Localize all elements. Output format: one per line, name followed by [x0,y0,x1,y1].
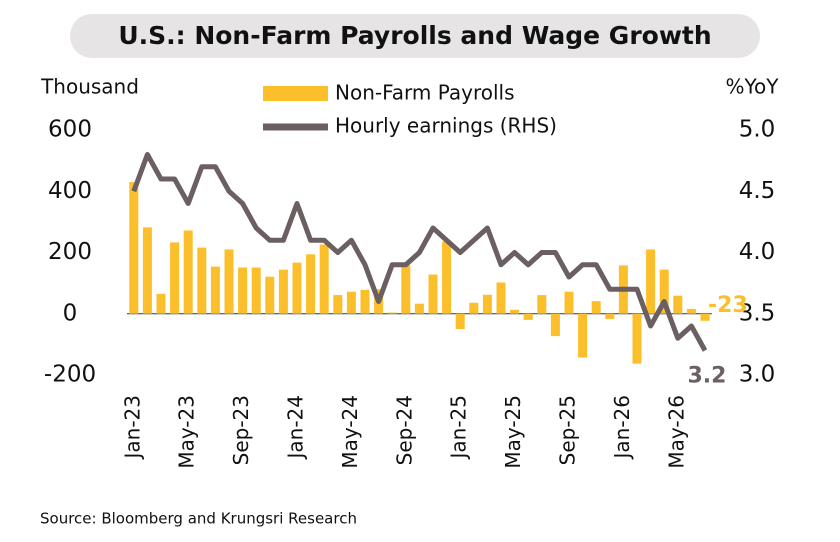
bar [442,241,452,314]
x-tick-label: May-26 [664,395,688,469]
bar [550,313,560,337]
bar [510,309,520,314]
bar [210,266,220,314]
bar [170,242,180,314]
y2-tick-label: 4.0 [739,239,776,265]
bar [333,295,343,314]
bar [646,249,656,314]
bar [591,301,601,314]
y-tick-label: 200 [48,239,92,265]
x-tick-label: Jan-25 [447,395,471,461]
bar [605,313,615,319]
bar [686,308,696,314]
bar [700,313,710,321]
bar [319,244,329,314]
bar [537,295,547,314]
y-tick-label: 400 [48,178,92,204]
y-tick-label: 0 [63,300,78,326]
bar [129,182,139,314]
bar [251,267,261,314]
bar [265,276,275,314]
bar [278,269,288,314]
chart-title: U.S.: Non-Farm Payrolls and Wage Growth [118,21,711,50]
bar [578,313,588,358]
bar [496,282,506,314]
y2-tick-label: 4.5 [739,178,776,204]
data-label: 3.2 [688,364,727,389]
y2-tick-label: 5.0 [739,117,776,143]
y2-tick-label: 3.0 [739,362,776,388]
bar [673,295,683,314]
bar [455,313,465,330]
bar [360,289,370,314]
bar [659,269,669,314]
bar [238,267,248,314]
bar [142,227,152,314]
line [131,152,708,352]
legend-swatch [263,86,328,101]
data-label: -23 [708,293,748,318]
x-tick-label: May-25 [501,395,525,469]
bar [401,265,411,314]
bar [292,262,302,314]
bar [428,274,438,314]
bar [387,312,397,314]
source-note: Source: Bloomberg and Krungsri Research [40,510,357,528]
x-tick-label: May-24 [338,395,362,469]
bar [183,230,193,314]
bar [414,303,424,314]
x-tick-label: Sep-25 [556,395,580,465]
bar [197,247,207,314]
x-tick-label: Sep-23 [229,395,253,465]
bar [482,294,492,314]
bar [306,254,316,314]
bar [224,249,234,314]
x-tick-label: May-23 [175,395,199,469]
x-tick-label: Jan-23 [120,395,144,461]
bar [564,291,574,314]
bar [156,293,166,314]
y-axis-label: Thousand [40,75,139,99]
y-tick-label: 600 [48,117,92,143]
x-tick-label: Sep-24 [392,395,416,465]
bar [469,302,479,314]
x-tick-label: Jan-26 [610,395,634,461]
y2-axis-label: %YoY [725,75,779,99]
legend-label: Hourly earnings (RHS) [335,114,557,138]
bar [523,313,533,320]
bar [632,313,642,364]
bar [346,291,356,314]
legend-label: Non-Farm Payrolls [335,81,515,105]
x-tick-label: Jan-24 [284,395,308,461]
y-tick-label: -200 [44,362,96,388]
title-pill [70,14,760,58]
y2-tick-label: 3.5 [739,300,776,326]
